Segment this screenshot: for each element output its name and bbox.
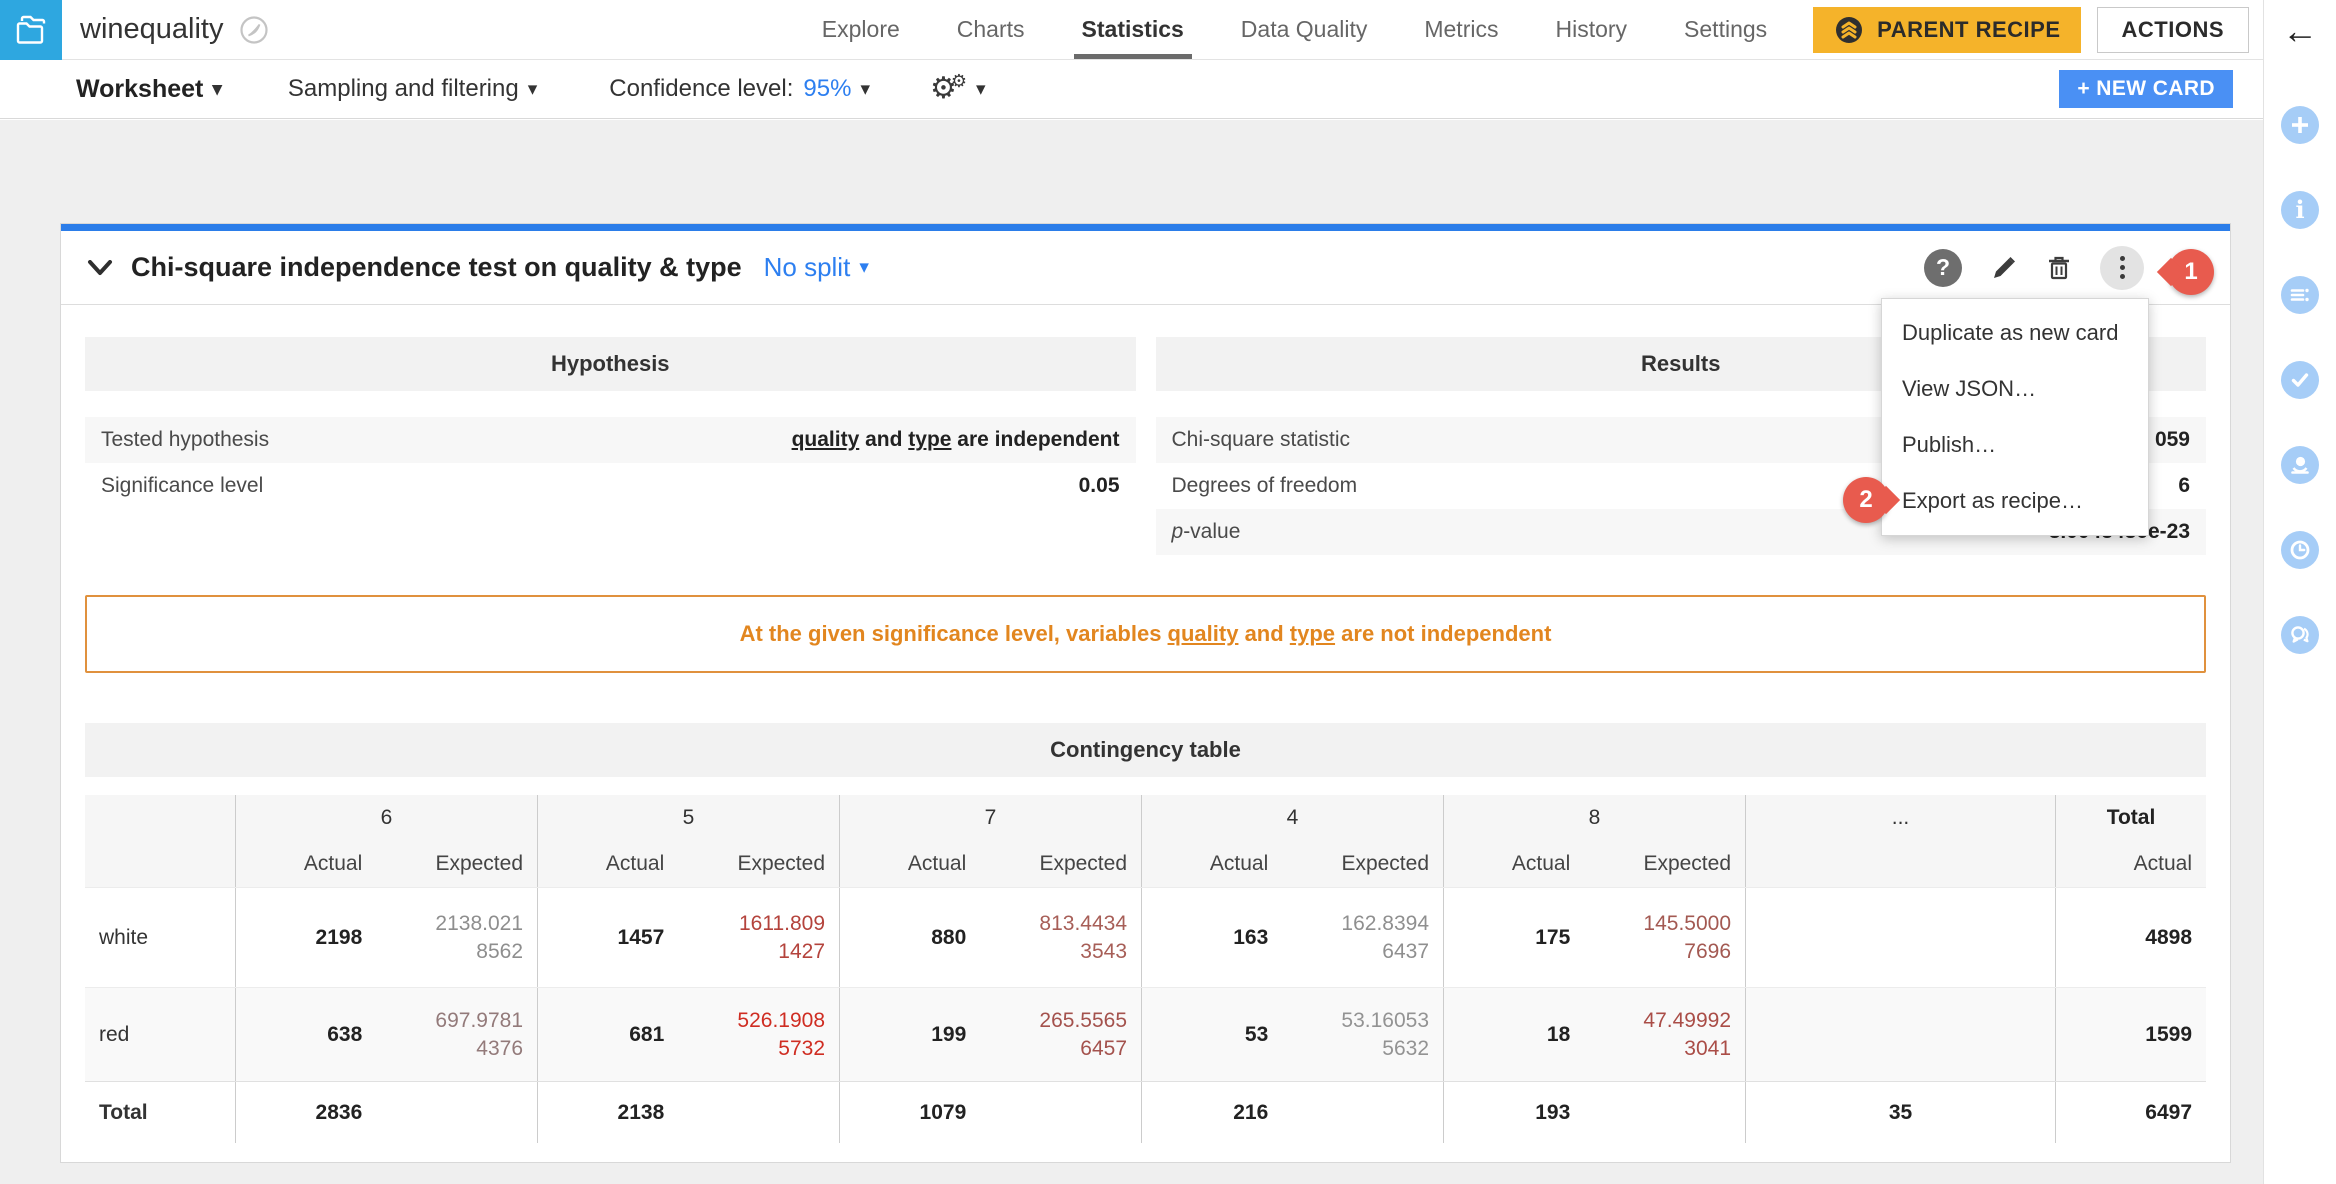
split-selector[interactable]: No split ▾ xyxy=(763,252,869,282)
contingency-table: 6 5 7 4 8 ... Total Actual Expected Actua… xyxy=(85,795,2206,1143)
list-icon[interactable] xyxy=(2281,276,2319,314)
tested-hypothesis-value: quality and type are independent xyxy=(791,428,1120,451)
card-accent-bar xyxy=(61,224,2230,231)
contingency-column-headers: 6 5 7 4 8 ... Total xyxy=(85,795,2206,840)
total-col-header: Total xyxy=(2055,795,2206,840)
actions-button[interactable]: ACTIONS xyxy=(2096,6,2249,53)
tab-settings[interactable]: Settings xyxy=(1684,16,1768,42)
parent-recipe-button[interactable]: PARENT RECIPE xyxy=(1813,6,2081,53)
actions-label: ACTIONS xyxy=(2121,16,2224,42)
worksheet-settings-dropdown[interactable]: ⚙ ⚙ ▾ xyxy=(929,71,986,105)
tested-hypothesis-row: Tested hypothesis quality and type are i… xyxy=(85,417,1136,463)
degrees-of-freedom-value: 6 xyxy=(2178,474,2190,497)
menu-item-view-json[interactable]: View JSON… xyxy=(1902,376,2037,401)
chi-square-statistic-value: 059 xyxy=(2154,428,2190,451)
table-row-white: white 2198 2138.021 8562 1457 1611.809 1427 … xyxy=(85,887,2206,987)
edit-pencil-icon[interactable] xyxy=(1990,254,2018,282)
delete-trash-icon[interactable] xyxy=(2046,254,2072,282)
degrees-of-freedom-label: Degrees of freedom xyxy=(1171,474,1358,497)
significance-level-row: Significance level 0.05 xyxy=(85,463,1136,509)
new-card-button[interactable]: + NEW CARD xyxy=(2059,70,2233,108)
check-icon[interactable] xyxy=(2281,361,2319,399)
hypothesis-section: Hypothesis Tested hypothesis quality and… xyxy=(85,337,1136,555)
worksheet-toolbar: Worksheet ▾ Sampling and filtering ▾ Confi… xyxy=(0,60,2263,119)
annotation-pin-2: 2 xyxy=(1843,477,1889,523)
project-folder-button[interactable] xyxy=(0,0,62,60)
tab-statistics[interactable]: Statistics xyxy=(1073,0,1193,59)
add-icon[interactable] xyxy=(2281,106,2319,144)
parent-recipe-label: PARENT RECIPE xyxy=(1877,16,2061,42)
independence-conclusion-alert: At the given significance level, variabl… xyxy=(85,595,2206,673)
gear-icon: ⚙ xyxy=(950,71,968,91)
info-icon[interactable]: i xyxy=(2281,191,2319,229)
chi-square-statistic-label: Chi-square statistic xyxy=(1171,428,1351,451)
tab-metrics[interactable]: Metrics xyxy=(1424,16,1499,42)
quality-col-8: 8 xyxy=(1443,795,1745,840)
card-context-menu: Duplicate as new card View JSON… Publish… xyxy=(1881,298,2149,536)
annotation-pin-1: 1 xyxy=(2168,249,2214,295)
confidence-level-dropdown[interactable]: Confidence level: 95% ▾ xyxy=(609,75,870,102)
top-navigation-bar: winequality Explore Charts Statistics Da… xyxy=(0,0,2263,60)
table-row-total: Total 2836 2138 1079 216 193 35 6497 xyxy=(85,1081,2206,1143)
hypothesis-header: Hypothesis xyxy=(85,337,1136,391)
contingency-table-header: Contingency table xyxy=(85,723,2206,777)
confidence-level-value: 95% xyxy=(803,75,852,102)
quality-col-7: 7 xyxy=(839,795,1141,840)
quality-col-6: 6 xyxy=(235,795,537,840)
navigator-compass-icon[interactable] xyxy=(238,14,270,46)
clock-icon[interactable] xyxy=(2281,531,2319,569)
chevron-down-icon: ▾ xyxy=(976,78,986,100)
degrees-of-freedom-row: Degrees of freedom 6 xyxy=(1156,463,2207,509)
menu-item-publish[interactable]: Publish… xyxy=(1902,432,1997,457)
card-menu-kebab-icon[interactable] xyxy=(2100,245,2144,290)
microscope-icon[interactable] xyxy=(2281,446,2319,484)
page-title: winequality xyxy=(80,13,224,45)
dataset-tabs: Explore Charts Statistics Data Quality M… xyxy=(822,0,1767,59)
card-header: Chi-square independence test on quality … xyxy=(61,231,2230,305)
tab-charts[interactable]: Charts xyxy=(956,16,1025,42)
menu-item-export-as-recipe[interactable]: Export as recipe… xyxy=(1902,488,2083,513)
tested-hypothesis-label: Tested hypothesis xyxy=(101,428,270,451)
worksheet-canvas: Chi-square independence test on quality … xyxy=(0,120,2263,1184)
tab-history[interactable]: History xyxy=(1555,16,1628,42)
significance-level-value: 0.05 xyxy=(1078,474,1120,497)
quality-col-5: 5 xyxy=(537,795,839,840)
card-title: Chi-square independence test on quality … xyxy=(131,252,742,282)
worksheet-dropdown[interactable]: Worksheet ▾ xyxy=(76,74,222,103)
contingency-subheaders: Actual Expected Actual Expected Actual Expe… xyxy=(85,840,2206,887)
collapse-panel-arrow-icon[interactable]: ← xyxy=(2282,10,2318,51)
menu-item-duplicate[interactable]: Duplicate as new card xyxy=(1902,320,2119,345)
p-value-label: p-value xyxy=(1171,520,1241,543)
help-icon[interactable]: ? xyxy=(1924,248,1962,287)
collapse-card-chevron-icon[interactable] xyxy=(87,259,113,276)
chevron-down-icon: ▾ xyxy=(859,257,869,278)
right-rail: ← i xyxy=(2263,0,2336,1184)
quality-col-4: 4 xyxy=(1141,795,1443,840)
chi-square-card: Chi-square independence test on quality … xyxy=(60,223,2231,1163)
recipe-icon xyxy=(1836,16,1863,43)
folder-icon xyxy=(16,15,46,44)
tab-data-quality[interactable]: Data Quality xyxy=(1240,16,1368,42)
gear-icon: ⚙ xyxy=(929,72,957,105)
tab-explore[interactable]: Explore xyxy=(821,16,900,42)
chevron-down-icon: ▾ xyxy=(860,78,870,100)
significance-level-label: Significance level xyxy=(101,474,264,497)
sampling-filtering-dropdown[interactable]: Sampling and filtering ▾ xyxy=(287,75,538,102)
table-row-red: red 638 697.9781 4376 681 526.1908 5732 199 2… xyxy=(85,987,2206,1081)
quality-col-ellipsis: ... xyxy=(1745,795,2055,840)
chevron-down-icon: ▾ xyxy=(527,78,538,100)
discussions-icon[interactable] xyxy=(2281,616,2319,654)
chevron-down-icon: ▾ xyxy=(212,78,222,100)
